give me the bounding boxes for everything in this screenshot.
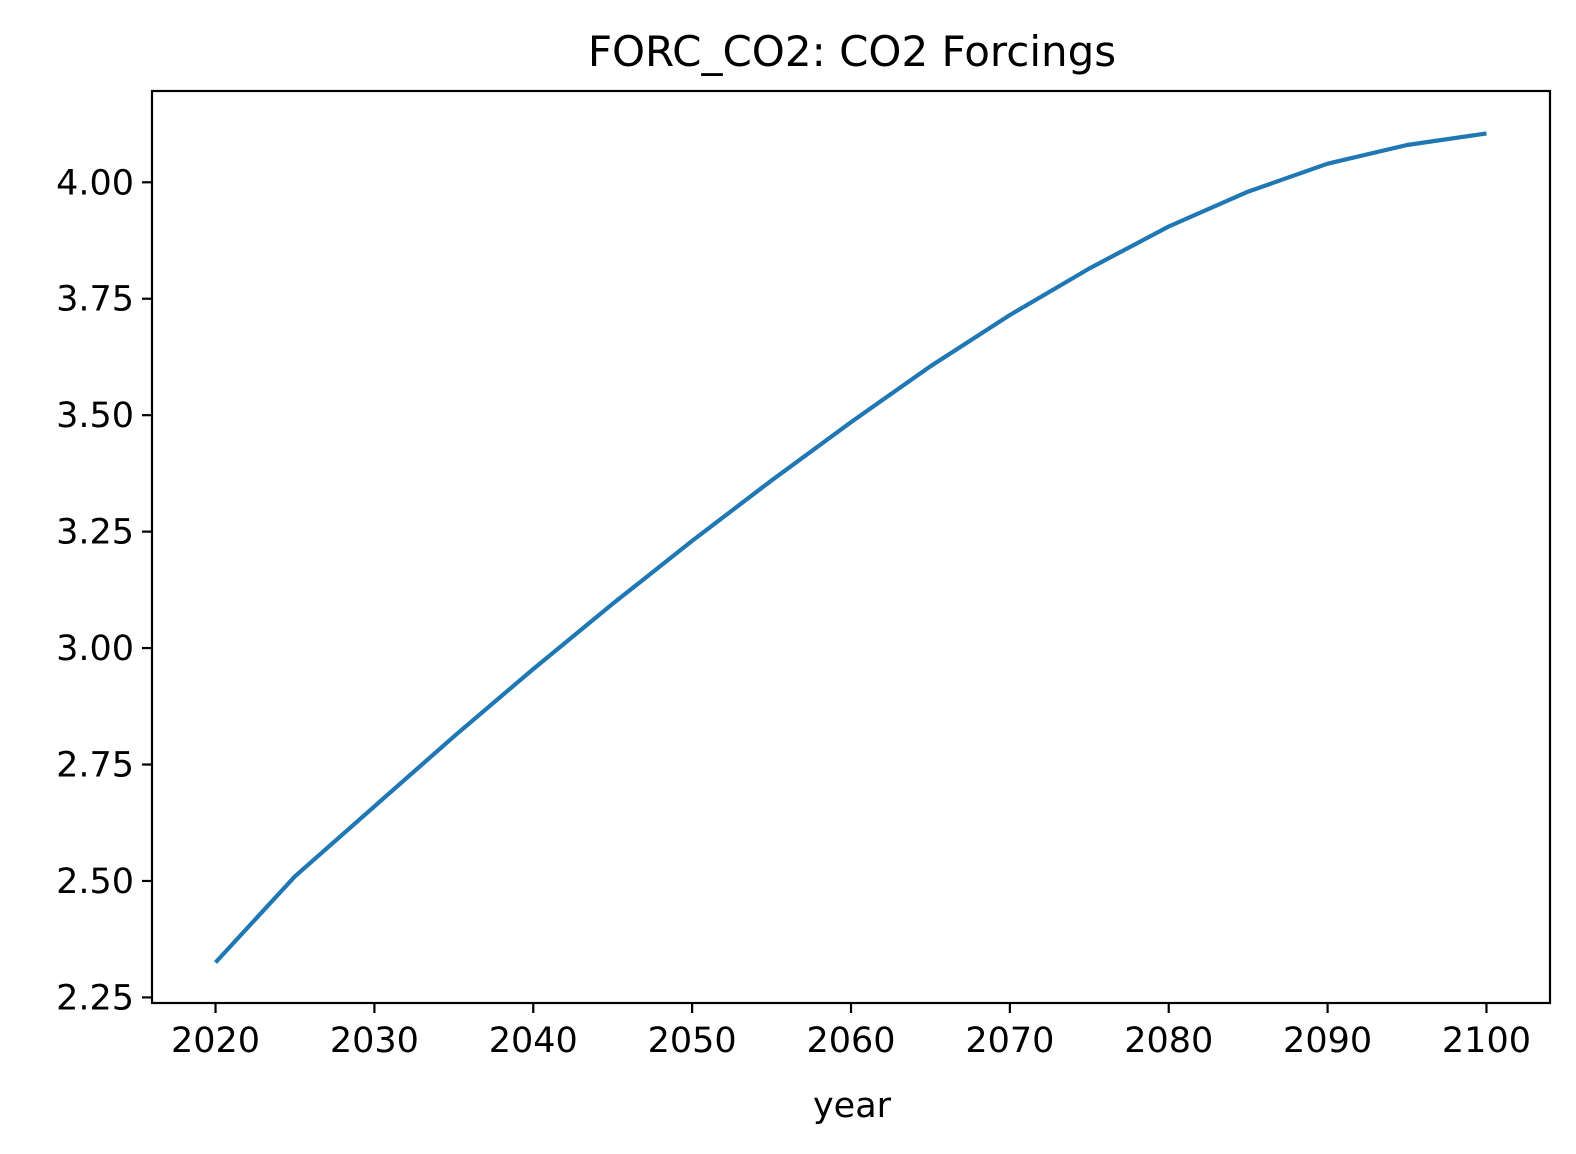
y-tick-label: 3.00 [56,629,134,669]
plot-area [213,131,1487,964]
chart-title: FORC_CO2: CO2 Forcings [588,27,1116,76]
series-line [213,131,1487,964]
x-tick-label: 2020 [171,1021,260,1061]
y-tick-label: 2.50 [56,862,134,902]
y-tick-label: 2.25 [56,978,134,1018]
x-axis-label: year [813,1086,892,1126]
y-axis: 2.25 2.50 2.75 3.00 3.25 3.50 3.75 4.00 [56,163,152,1018]
x-axis: 2020 2030 2040 2050 2060 2070 2080 2090 2100 [171,1003,1531,1061]
x-tick-label: 2080 [1124,1021,1213,1061]
x-tick-label: 2070 [965,1021,1054,1061]
x-tick-label: 2040 [489,1021,578,1061]
x-tick-label: 2060 [806,1021,895,1061]
x-tick-label: 2050 [648,1021,737,1061]
x-tick-label: 2030 [330,1021,419,1061]
x-tick-label: 2090 [1283,1021,1372,1061]
y-tick-label: 3.75 [56,280,134,320]
x-tick-label: 2100 [1442,1021,1531,1061]
y-tick-label: 4.00 [56,163,134,203]
y-tick-label: 3.25 [56,513,134,553]
y-tick-label: 3.50 [56,396,134,436]
y-tick-label: 2.75 [56,746,134,786]
